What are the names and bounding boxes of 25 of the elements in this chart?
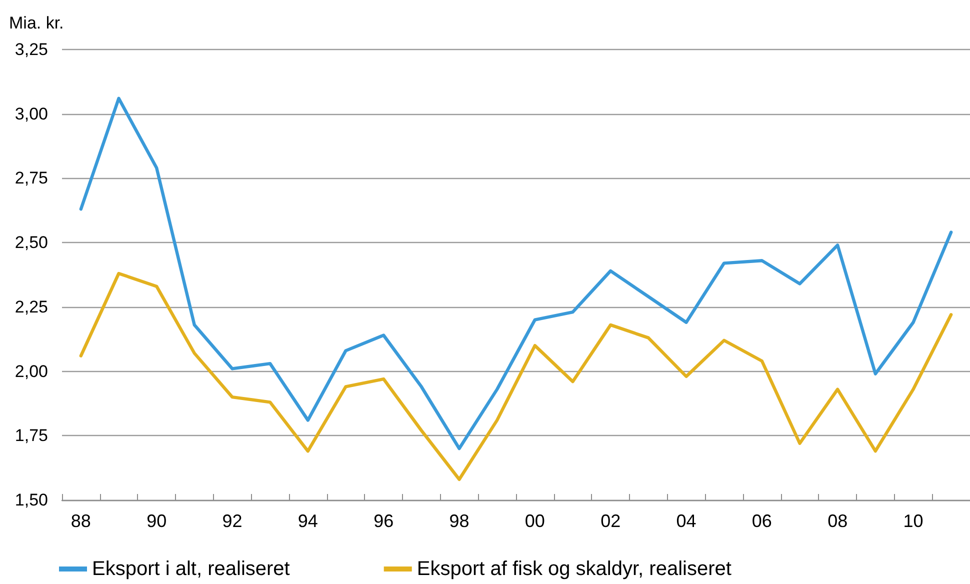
y-tick-label: 1,75	[14, 426, 48, 446]
x-tick-label: 10	[903, 511, 924, 531]
x-tick-label: 90	[146, 511, 167, 531]
x-tick-label: 04	[676, 511, 696, 531]
y-tick-label: 2,75	[14, 168, 48, 188]
y-tick-label: 3,25	[14, 40, 48, 59]
x-tick-label: 00	[524, 511, 545, 531]
legend-label: Eksport i alt, realiseret	[92, 558, 290, 580]
y-tick-label: 3,00	[14, 104, 48, 124]
y-tick-label: 2,25	[14, 297, 48, 316]
y-tick-label: 2,50	[14, 233, 48, 252]
x-tick-label: 06	[752, 511, 772, 531]
y-axis-title: Mia. kr.	[9, 14, 64, 32]
x-tick-label: 94	[298, 511, 318, 531]
legend-label: Eksport af fisk og skaldyr, realiseret	[416, 558, 732, 580]
x-tick-label: 92	[222, 511, 242, 531]
x-tick-label: 88	[70, 511, 91, 531]
x-tick-label: 08	[828, 511, 848, 531]
y-tick-label: 2,00	[14, 362, 48, 381]
x-tick-label: 96	[374, 511, 394, 531]
line-series	[79, 272, 953, 482]
x-tick-label: 98	[449, 511, 470, 531]
x-tick-label: 02	[600, 511, 621, 531]
y-tick-label: 1,50	[14, 490, 48, 510]
line-series	[79, 96, 953, 450]
